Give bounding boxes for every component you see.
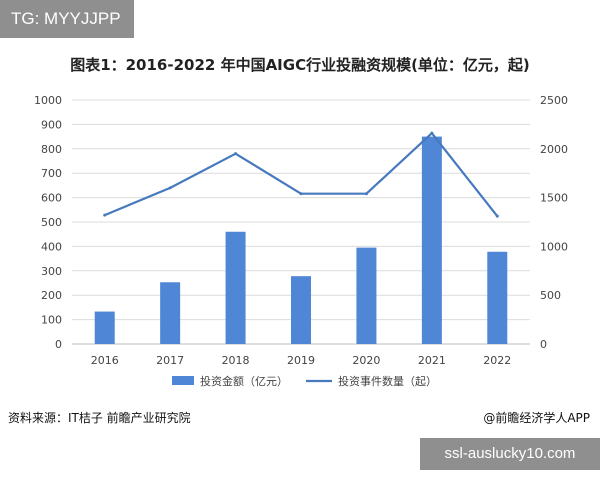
y-right-tick-label: 1500 bbox=[540, 192, 568, 205]
bar bbox=[356, 247, 377, 344]
bar bbox=[225, 231, 246, 344]
y-right-tick-label: 2000 bbox=[540, 143, 568, 156]
line-point bbox=[495, 214, 499, 218]
legend-label-line: 投资事件数量（起） bbox=[338, 374, 437, 388]
line-point bbox=[103, 213, 107, 217]
y-right-tick-label: 1000 bbox=[540, 240, 568, 253]
y-right-tick-label: 500 bbox=[540, 289, 561, 302]
watermark-tag-top: TG: MYYJJPP bbox=[0, 0, 134, 38]
bar bbox=[291, 276, 311, 344]
line-point bbox=[299, 192, 303, 196]
y-right-tick-label: 0 bbox=[540, 338, 547, 351]
y-left-tick-label: 200 bbox=[41, 289, 62, 302]
bar bbox=[487, 251, 508, 344]
watermark-tag-bottom: ssl-auslucky10.com bbox=[420, 438, 600, 470]
y-left-tick-label: 900 bbox=[41, 118, 62, 131]
x-tick-label: 2018 bbox=[222, 354, 250, 367]
line-point bbox=[234, 152, 238, 156]
y-left-tick-label: 300 bbox=[41, 265, 62, 278]
y-left-tick-label: 600 bbox=[41, 192, 62, 205]
y-left-tick-label: 700 bbox=[41, 167, 62, 180]
line-point bbox=[364, 192, 368, 196]
x-tick-label: 2016 bbox=[91, 354, 119, 367]
bar bbox=[421, 136, 442, 344]
y-left-tick-label: 1000 bbox=[34, 94, 62, 107]
legend-swatch-bar bbox=[172, 376, 194, 385]
x-tick-label: 2019 bbox=[287, 354, 315, 367]
line-point bbox=[168, 186, 172, 190]
chart-canvas: 0 100 200 300 400 500 600 700 800 900 1000 0 500 1000… bbox=[34, 94, 568, 388]
source-note: 资料来源：IT桔子 前瞻产业研究院 bbox=[8, 411, 191, 425]
x-tick-label: 2020 bbox=[352, 354, 380, 367]
y-left-tick-label: 0 bbox=[55, 338, 62, 351]
x-tick-label: 2017 bbox=[156, 354, 184, 367]
bar bbox=[94, 311, 115, 344]
y-left-tick-label: 100 bbox=[41, 314, 62, 327]
y-left-tick-label: 800 bbox=[41, 143, 62, 156]
bar bbox=[160, 282, 181, 344]
y-left-tick-label: 500 bbox=[41, 216, 62, 229]
chart-title: 图表1：2016-2022 年中国AIGC行业投融资规模(单位：亿元，起) bbox=[70, 56, 530, 74]
credit-note: @前瞻经济学人APP bbox=[483, 411, 590, 425]
x-tick-label: 2021 bbox=[418, 354, 446, 367]
line-point bbox=[430, 131, 434, 135]
y-left-tick-label: 400 bbox=[41, 240, 62, 253]
y-right-tick-label: 2500 bbox=[540, 94, 568, 107]
legend-label-bar: 投资金额（亿元） bbox=[200, 374, 288, 388]
x-tick-label: 2022 bbox=[483, 354, 511, 367]
